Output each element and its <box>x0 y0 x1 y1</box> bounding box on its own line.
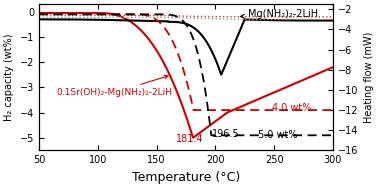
Y-axis label: Heating flow (mW): Heating flow (mW) <box>364 32 374 123</box>
Y-axis label: H₂ capacity (wt%): H₂ capacity (wt%) <box>4 33 14 121</box>
Text: Mg(NH₂)₂-2LiH: Mg(NH₂)₂-2LiH <box>240 9 318 19</box>
X-axis label: Temperature (°C): Temperature (°C) <box>132 171 240 184</box>
Text: 181.4: 181.4 <box>176 134 203 144</box>
Text: 5.0 wt%: 5.0 wt% <box>258 130 297 140</box>
Text: 196.5: 196.5 <box>212 129 239 139</box>
Text: 4.0 wt%: 4.0 wt% <box>272 103 311 113</box>
Text: 0.1Sr(OH)₂-Mg(NH₂)₂-2LiH: 0.1Sr(OH)₂-Mg(NH₂)₂-2LiH <box>57 75 173 97</box>
